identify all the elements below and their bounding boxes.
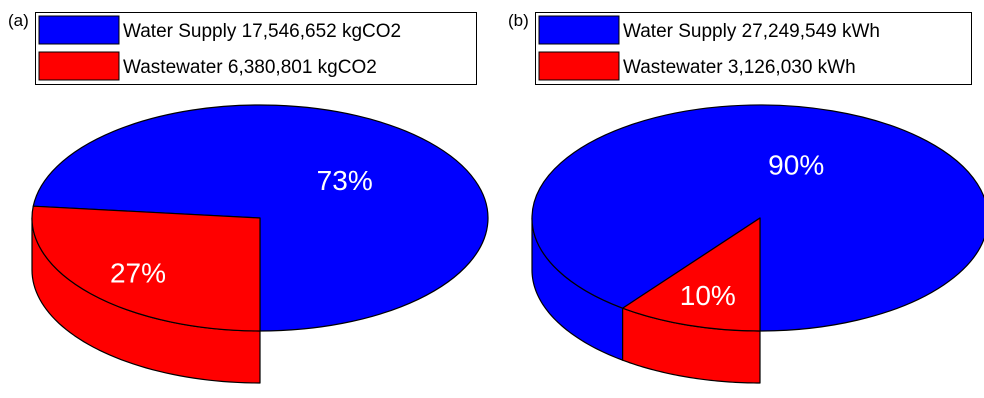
pie-slice-water-supply [531, 104, 984, 332]
pie-slice-wastewater [31, 205, 261, 332]
legend: Water Supply 27,249,549 kWh Wastewater 3,… [535, 12, 972, 85]
legend-label: Water Supply 17,546,652 kgCO2 [123, 21, 401, 42]
slice-percent-label: 73% [317, 165, 373, 196]
legend-swatch [38, 51, 120, 81]
pie-slice-water-supply [32, 104, 489, 332]
legend-label: Water Supply 27,249,549 kWh [623, 21, 880, 42]
slice-percent-label: 90% [768, 149, 824, 180]
legend-label: Wastewater 6,380,801 kgCO2 [123, 57, 377, 78]
slice-percent-label: 10% [680, 280, 736, 311]
pie-panel-a: 73%27%(a)Water Supply 17,546,652 kgCO2Wa… [8, 11, 489, 384]
legend: Water Supply 17,546,652 kgCO2 Wastewater … [35, 12, 477, 85]
legend-swatch [538, 15, 620, 45]
pie-panel-b: 90% 10% (b) Water Supply 27,249,549 kWh Wast… [508, 11, 984, 384]
legend-swatch [538, 51, 620, 81]
panel-letter: (b) [508, 11, 529, 30]
pie-slice-wastewater [622, 217, 761, 332]
panel-letter: (a) [8, 11, 29, 30]
legend-swatch [38, 15, 120, 45]
slice-percent-label: 27% [110, 257, 166, 288]
legend-label: Wastewater 3,126,030 kWh [623, 57, 856, 78]
